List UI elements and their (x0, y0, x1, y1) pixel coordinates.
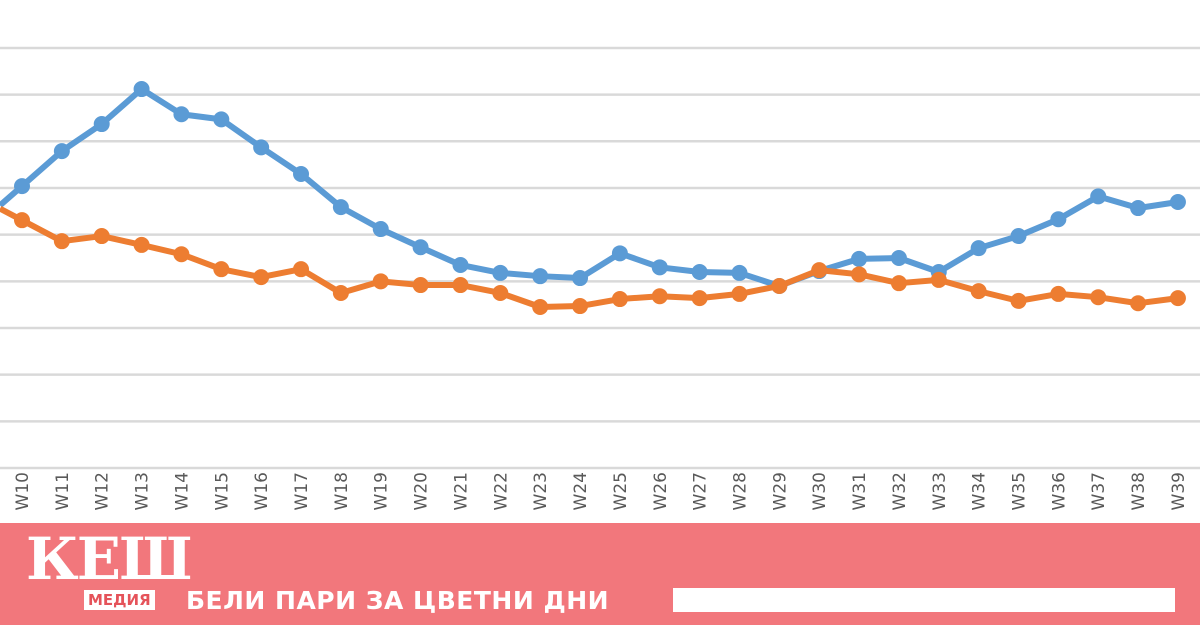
data-point (213, 111, 230, 128)
x-tick-label: W39 (1169, 472, 1189, 510)
data-point (930, 271, 947, 288)
x-tick-label: W20 (412, 472, 432, 510)
logo: КЕШ (26, 530, 193, 588)
data-point (1130, 295, 1147, 312)
x-tick-label: W32 (890, 472, 910, 510)
x-tick-label: W18 (332, 472, 352, 510)
x-tick-label: W30 (810, 472, 830, 510)
x-tick-label: W23 (531, 472, 551, 510)
x-tick-label: W12 (93, 472, 113, 510)
x-tick-label: W19 (372, 472, 392, 510)
data-point (970, 283, 987, 300)
data-point (332, 284, 349, 301)
x-tick-label: W13 (133, 472, 153, 510)
x-tick-label: W36 (1049, 472, 1069, 510)
data-point (1169, 193, 1186, 210)
data-point (890, 275, 907, 292)
data-point (1169, 290, 1186, 307)
x-tick-label: W35 (1010, 472, 1030, 510)
series-0 (0, 81, 1186, 294)
x-tick-label: W29 (770, 472, 790, 510)
data-point (691, 263, 708, 280)
x-tick-label: W28 (730, 472, 750, 510)
data-point (572, 270, 589, 287)
data-point (1010, 228, 1027, 245)
data-point (253, 269, 270, 286)
data-point (173, 246, 190, 263)
data-point (53, 233, 70, 250)
x-tick-label: W17 (292, 472, 312, 510)
series-lines (0, 81, 1186, 315)
data-point (372, 273, 389, 290)
data-point (332, 199, 349, 216)
data-point (851, 250, 868, 267)
data-point (811, 262, 828, 279)
data-point (532, 268, 549, 285)
series-1 (0, 205, 1186, 315)
banner-white-bar (673, 588, 1175, 612)
x-tick-label: W33 (930, 472, 950, 510)
data-point (452, 256, 469, 273)
x-tick-label: W16 (252, 472, 272, 510)
data-point (213, 261, 230, 278)
logo-text: КЕШ (26, 525, 193, 593)
x-tick-label: W25 (611, 472, 631, 510)
data-point (1010, 292, 1027, 309)
x-tick-label: W10 (13, 472, 33, 510)
data-point (53, 143, 70, 160)
x-tick-label: W15 (212, 472, 232, 510)
data-point (1090, 188, 1107, 205)
data-point (173, 106, 190, 123)
x-tick-label: W24 (571, 472, 591, 510)
data-point (93, 116, 110, 133)
x-tick-label: W37 (1089, 472, 1109, 510)
data-point (492, 264, 509, 281)
data-point (412, 277, 429, 294)
data-point (1090, 289, 1107, 306)
data-point (890, 249, 907, 266)
data-point (93, 228, 110, 245)
x-tick-label: W34 (970, 472, 990, 510)
data-point (851, 266, 868, 283)
data-point (253, 139, 270, 156)
x-tick-label: W26 (651, 472, 671, 510)
logo-subtitle: МЕДИЯ (84, 590, 155, 610)
data-point (611, 291, 628, 308)
data-point (1130, 200, 1147, 217)
data-point (651, 259, 668, 276)
data-point (14, 178, 30, 195)
x-tick-label: W22 (491, 472, 511, 510)
data-point (731, 285, 748, 302)
data-point (970, 240, 987, 257)
x-tick-label: W14 (172, 472, 192, 510)
data-point (372, 221, 389, 238)
x-tick-label: W31 (850, 472, 870, 510)
data-point (14, 212, 30, 229)
data-point (1050, 285, 1067, 302)
data-point (691, 290, 708, 307)
x-tick-label: W11 (53, 472, 73, 510)
data-point (572, 298, 589, 315)
x-axis-ticks: W10 W11 W12 W13 W14 W15 W16 W17 W18 W19 W20 W21 W22 W… (13, 472, 1189, 510)
x-tick-label: W38 (1129, 472, 1149, 510)
data-point (133, 236, 150, 253)
gridlines (0, 46, 1200, 470)
data-point (492, 284, 509, 301)
data-point (532, 298, 549, 315)
data-point (771, 277, 788, 294)
data-point (412, 239, 429, 256)
data-point (293, 261, 310, 278)
x-tick-label: W21 (451, 472, 471, 510)
data-point (452, 277, 469, 294)
data-point (651, 288, 668, 305)
data-point (731, 264, 748, 281)
banner-slogan: БЕЛИ ПАРИ ЗА ЦВЕТНИ ДНИ (186, 586, 610, 615)
x-tick-label: W27 (691, 472, 711, 510)
data-point (293, 165, 310, 182)
data-point (133, 81, 150, 98)
data-point (611, 245, 628, 262)
data-point (1050, 211, 1067, 228)
